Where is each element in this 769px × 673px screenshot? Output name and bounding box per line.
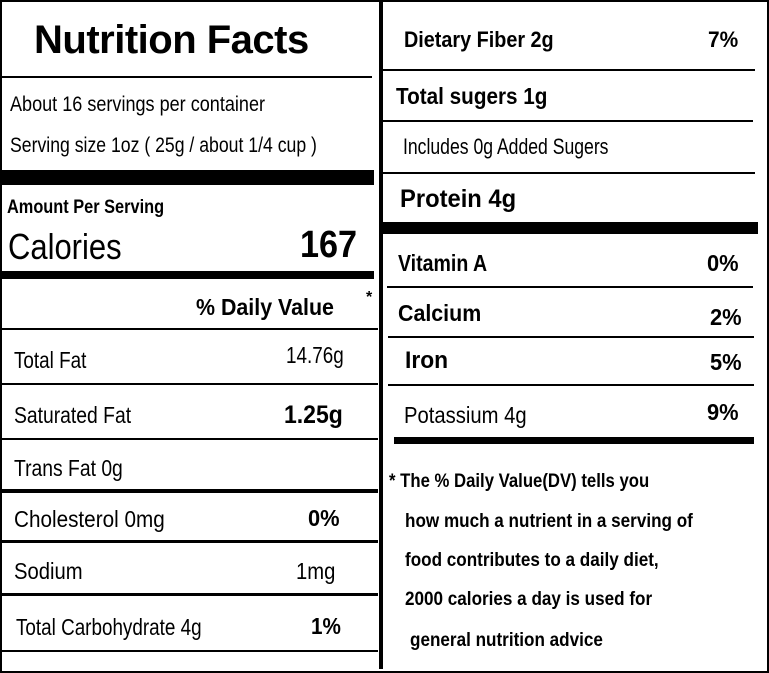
total-carbohydrate-value: 1%: [311, 613, 341, 639]
cholesterol-label: Cholesterol 0mg: [14, 506, 165, 532]
rule-vitamin-3: [388, 384, 754, 386]
saturated-fat-value: 1.25g: [284, 401, 343, 429]
dietary-fiber-value: 7%: [708, 27, 739, 52]
calories-label: Calories: [8, 226, 122, 267]
footnote-line-2: how much a nutrient in a serving of: [405, 511, 693, 532]
rule-row-3: [0, 489, 378, 493]
total-fat-value: 14.76g: [286, 342, 344, 368]
column-divider: [379, 0, 383, 669]
vitamin-a-label: Vitamin A: [398, 250, 488, 276]
rule-vitamin-2: [388, 336, 754, 338]
label-title: Nutrition Facts: [34, 18, 309, 62]
rule-row-5: [0, 593, 378, 596]
footnote-line-3: food contributes to a daily diet,: [405, 550, 659, 571]
rule-vitamin-1: [387, 286, 753, 288]
added-sugars-label: Includes 0g Added Sugers: [403, 134, 609, 159]
iron-label: Iron: [405, 347, 449, 374]
thick-rule-protein: [383, 222, 758, 234]
total-sugars-label: Total sugers 1g: [396, 83, 548, 109]
footnote-line-4: 2000 calories a day is used for: [405, 589, 653, 610]
vitamin-a-value: 0%: [707, 250, 739, 276]
rule-dv: [0, 328, 378, 330]
potassium-value: 9%: [707, 399, 739, 425]
rule-row-6: [0, 650, 378, 652]
sodium-value: 1mg: [296, 558, 336, 584]
calories-value: 167: [300, 224, 358, 266]
sodium-label: Sodium: [14, 558, 83, 584]
footnote-line-1: * The % Daily Value(DV) tells you: [389, 471, 650, 492]
daily-value-header: % Daily Value: [196, 294, 334, 320]
total-carbohydrate-label: Total Carbohydrate 4g: [16, 614, 202, 640]
total-fat-label: Total Fat: [14, 347, 87, 373]
thick-rule-top: [0, 170, 374, 185]
thick-rule-vitamins: [394, 437, 754, 444]
rule-row-2: [0, 438, 378, 440]
rule-row-1: [0, 383, 378, 385]
protein-label: Protein 4g: [400, 185, 517, 213]
servings-per-container: About 16 servings per container: [10, 93, 266, 116]
saturated-fat-label: Saturated Fat: [14, 402, 132, 428]
rule-row-4: [0, 540, 378, 543]
rule-right-3: [383, 172, 755, 174]
amount-per-serving: Amount Per Serving: [7, 197, 165, 218]
calcium-value: 2%: [710, 304, 742, 330]
serving-size: Serving size 1oz ( 25g / about 1/4 cup ): [10, 134, 317, 157]
rule-right-2: [383, 120, 753, 122]
potassium-label: Potassium 4g: [404, 402, 527, 428]
iron-value: 5%: [710, 349, 742, 375]
rule-right-1: [383, 69, 755, 71]
dietary-fiber-label: Dietary Fiber 2g: [404, 27, 554, 52]
footnote-line-5: general nutrition advice: [410, 630, 603, 651]
title-rule: [0, 76, 372, 78]
daily-value-asterisk: *: [366, 289, 373, 306]
trans-fat-label: Trans Fat 0g: [14, 455, 123, 481]
calcium-label: Calcium: [398, 300, 482, 326]
cholesterol-value: 0%: [308, 505, 340, 531]
thick-rule-calories: [0, 271, 374, 279]
